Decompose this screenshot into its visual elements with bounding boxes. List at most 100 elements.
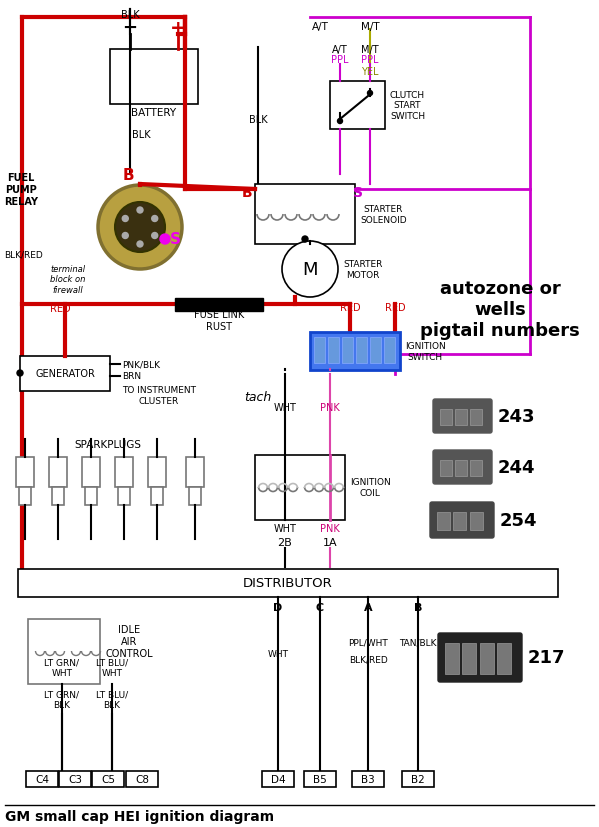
Bar xyxy=(110,50,198,105)
Text: C4: C4 xyxy=(35,774,49,784)
Text: BLK: BLK xyxy=(132,130,150,140)
Text: STARTER
SOLENOID: STARTER SOLENOID xyxy=(360,205,407,224)
Text: D4: D4 xyxy=(271,774,285,784)
Circle shape xyxy=(17,370,23,376)
Bar xyxy=(470,461,482,476)
Text: PPL: PPL xyxy=(361,55,379,65)
Text: D: D xyxy=(273,602,283,612)
Bar xyxy=(126,771,158,787)
Text: 254: 254 xyxy=(500,511,537,529)
Bar xyxy=(470,409,482,425)
Text: 243: 243 xyxy=(498,408,536,425)
Text: B3: B3 xyxy=(361,774,375,784)
Text: WHT: WHT xyxy=(274,523,297,533)
Bar xyxy=(16,457,34,487)
Text: B: B xyxy=(414,602,422,612)
Text: GM small cap HEI ignition diagram: GM small cap HEI ignition diagram xyxy=(5,809,274,823)
Circle shape xyxy=(122,216,128,222)
Text: B: B xyxy=(241,186,252,200)
Bar xyxy=(28,619,100,684)
Bar xyxy=(82,457,100,487)
Bar xyxy=(49,457,67,487)
Text: B2: B2 xyxy=(411,774,425,784)
Bar xyxy=(432,526,492,538)
Bar xyxy=(330,82,385,130)
Text: C3: C3 xyxy=(68,774,82,784)
Text: PNK: PNK xyxy=(320,403,340,413)
Text: YEL: YEL xyxy=(361,67,379,77)
Text: PPL: PPL xyxy=(331,55,349,65)
Bar xyxy=(497,643,511,674)
Text: TO INSTRUMENT
CLUSTER: TO INSTRUMENT CLUSTER xyxy=(122,386,196,405)
Text: C: C xyxy=(316,602,324,612)
Text: tach: tach xyxy=(244,391,271,404)
Circle shape xyxy=(302,237,308,242)
FancyBboxPatch shape xyxy=(430,502,494,538)
Text: BLK: BLK xyxy=(120,10,140,20)
Bar xyxy=(445,643,459,674)
Bar xyxy=(440,409,452,425)
Text: SPARKPLUGS: SPARKPLUGS xyxy=(74,439,141,449)
FancyBboxPatch shape xyxy=(433,451,492,485)
Text: IDLE
AIR
CONTROL: IDLE AIR CONTROL xyxy=(105,624,153,657)
Bar xyxy=(148,457,166,487)
Text: C8: C8 xyxy=(135,774,149,784)
Text: A/T: A/T xyxy=(332,45,348,55)
Text: −: − xyxy=(122,19,138,37)
Bar xyxy=(115,457,133,487)
Text: A: A xyxy=(364,602,373,612)
Text: M/T: M/T xyxy=(361,45,379,55)
Text: PNK/BLK: PNK/BLK xyxy=(122,360,160,369)
Text: LT BLU/
WHT: LT BLU/ WHT xyxy=(96,657,128,676)
FancyBboxPatch shape xyxy=(438,633,522,682)
Text: 217: 217 xyxy=(528,648,565,667)
Bar xyxy=(352,771,384,787)
Bar xyxy=(470,513,483,530)
Text: 1A: 1A xyxy=(323,538,337,547)
Text: 244: 244 xyxy=(498,458,536,476)
Bar xyxy=(151,487,163,505)
Text: DISTRIBUTOR: DISTRIBUTOR xyxy=(243,576,333,590)
Text: terminal
block on
firewall: terminal block on firewall xyxy=(50,265,86,294)
Text: BLK/RED: BLK/RED xyxy=(349,655,388,664)
Text: +: + xyxy=(170,18,186,37)
Text: 2B: 2B xyxy=(277,538,292,547)
Circle shape xyxy=(368,92,373,97)
Text: WHT: WHT xyxy=(268,650,289,658)
Bar xyxy=(59,771,91,787)
Bar xyxy=(186,457,204,487)
Bar xyxy=(453,513,466,530)
Text: LT BLU/
BLK: LT BLU/ BLK xyxy=(96,690,128,709)
Bar xyxy=(310,332,400,370)
Circle shape xyxy=(152,216,158,222)
Text: RED: RED xyxy=(385,303,406,313)
Text: RED: RED xyxy=(340,303,361,313)
Bar xyxy=(189,487,201,505)
Text: B: B xyxy=(122,169,134,184)
Bar xyxy=(440,670,520,682)
Bar xyxy=(118,487,130,505)
Text: A/T: A/T xyxy=(311,22,328,32)
Bar xyxy=(304,771,336,787)
Bar xyxy=(262,771,294,787)
Text: BATTERY: BATTERY xyxy=(131,108,177,118)
Text: M: M xyxy=(302,261,317,279)
Text: PNK: PNK xyxy=(320,523,340,533)
Text: S: S xyxy=(353,186,363,200)
Bar xyxy=(370,337,381,364)
FancyBboxPatch shape xyxy=(433,399,492,433)
Circle shape xyxy=(160,235,170,245)
Bar xyxy=(384,337,395,364)
Bar xyxy=(85,487,97,505)
Text: IGNITION
SWITCH: IGNITION SWITCH xyxy=(405,342,446,361)
Bar xyxy=(455,409,467,425)
Bar xyxy=(255,456,345,520)
Bar xyxy=(437,513,450,530)
Text: C5: C5 xyxy=(101,774,115,784)
Bar xyxy=(462,643,476,674)
Text: BRN: BRN xyxy=(122,372,141,381)
Bar xyxy=(18,569,558,597)
Circle shape xyxy=(137,241,143,248)
Text: STARTER
MOTOR: STARTER MOTOR xyxy=(343,260,382,280)
Bar xyxy=(175,299,263,312)
